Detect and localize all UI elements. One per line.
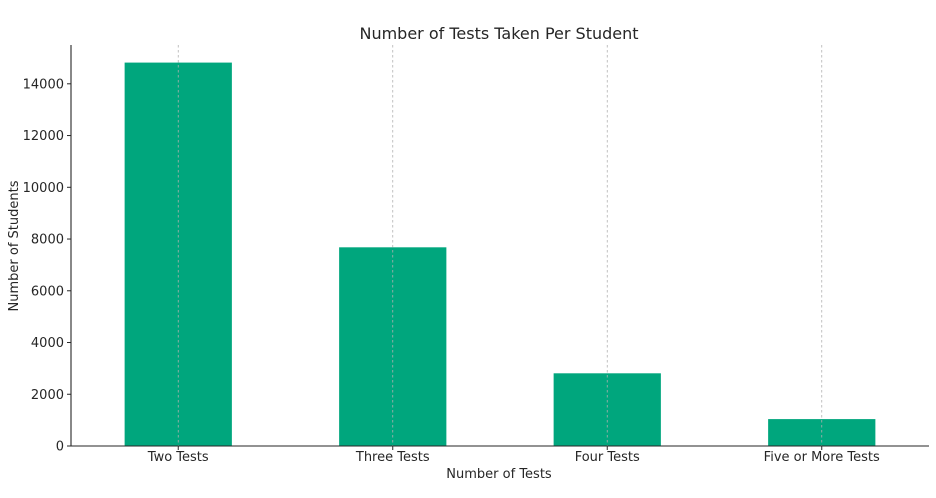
- x-tick-label-three-tests: Three Tests: [355, 450, 430, 465]
- axes-layer: [70, 45, 929, 447]
- grid-layer: [177, 45, 823, 446]
- y-tick-label-12000: 12000: [23, 129, 64, 144]
- bars-layer: [124, 62, 876, 447]
- y-tick-label-4000: 4000: [31, 336, 64, 351]
- y-tick-label-10000: 10000: [23, 181, 64, 196]
- ticks-layer: Two Tests Three Tests Four Tests Five or Mo…: [23, 77, 880, 465]
- y-tick-label-0: 0: [56, 440, 64, 455]
- x-tick-label-two-tests: Two Tests: [147, 450, 209, 465]
- x-axis-label: Number of Tests: [446, 467, 552, 482]
- y-axis-label: Number of Students: [7, 180, 22, 311]
- x-tick-label-five-or-more-tests: Five or More Tests: [764, 450, 880, 465]
- chart-title: Number of Tests Taken Per Student: [359, 24, 638, 43]
- y-tick-label-6000: 6000: [31, 284, 64, 299]
- y-tick-label-14000: 14000: [23, 77, 64, 92]
- x-tick-label-four-tests: Four Tests: [575, 450, 640, 465]
- y-tick-label-2000: 2000: [31, 388, 64, 403]
- y-tick-label-8000: 8000: [31, 233, 64, 248]
